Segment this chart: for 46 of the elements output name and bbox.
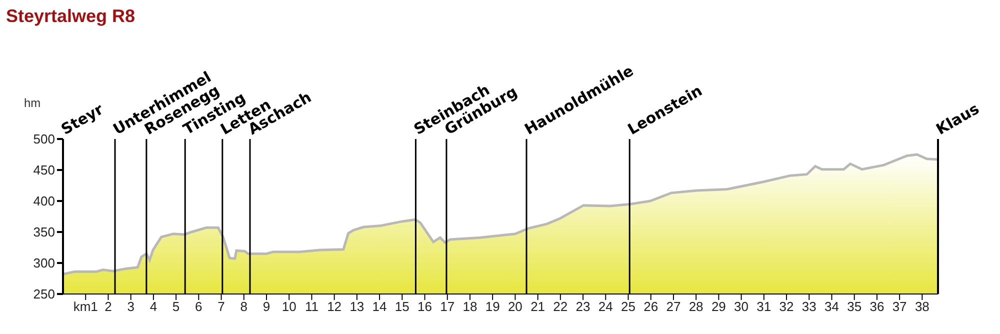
x-tick-label: 9 (262, 299, 270, 314)
x-tick-label: 15 (394, 299, 410, 314)
x-tick-label: 6 (195, 299, 202, 314)
x-tick-label: 2 (104, 299, 112, 314)
x-tick-label: 21 (530, 299, 546, 314)
x-tick-label: 5 (172, 299, 180, 314)
y-tick-label: 350 (33, 224, 55, 240)
x-tick-label: 28 (688, 299, 704, 314)
x-tick-label: 17 (440, 299, 455, 314)
x-tick-label: 27 (666, 299, 681, 314)
x-tick-label: 24 (598, 299, 613, 314)
x-tick-label: 35 (847, 299, 862, 314)
x-tick-label: 37 (892, 299, 907, 314)
x-tick-label: 8 (240, 299, 248, 314)
x-tick-label: 11 (304, 299, 318, 314)
x-tick-label: 32 (779, 299, 794, 314)
x-tick-label: 20 (508, 299, 522, 314)
x-tick-label: 36 (870, 299, 884, 314)
x-tick-label: 10 (282, 299, 296, 314)
x-tick-label: 22 (553, 299, 568, 314)
x-tick-label: 18 (462, 299, 478, 314)
x-tick-label: 31 (756, 299, 772, 314)
x-tick-label: km1 (73, 299, 98, 314)
x-tick-label: 25 (621, 299, 636, 314)
x-tick-label: 13 (350, 299, 364, 314)
chart-title: Steyrtalweg R8 (6, 6, 136, 27)
x-tick-label: 14 (372, 299, 387, 314)
y-tick-label: 450 (33, 162, 55, 178)
x-tick-label: 7 (218, 299, 225, 314)
y-axis-title: hm (24, 96, 41, 110)
y-tick-label: 400 (33, 194, 55, 209)
x-tick-label: 23 (576, 299, 590, 314)
x-tick-label: 3 (127, 299, 134, 314)
y-tick-label: 300 (33, 256, 55, 271)
x-tick-label: 29 (711, 299, 726, 314)
y-tick-label: 500 (33, 132, 55, 147)
x-tick-label: 38 (914, 299, 930, 314)
x-tick-label: 16 (418, 299, 432, 314)
x-tick-label: 34 (824, 299, 839, 314)
x-tick-label: 33 (802, 299, 816, 314)
x-tick-label: 4 (150, 299, 158, 314)
x-tick-label: 30 (734, 299, 749, 314)
x-tick-label: 12 (327, 299, 342, 314)
y-tick-label: 250 (33, 286, 55, 302)
x-tick-label: 19 (485, 299, 500, 314)
x-tick-label: 26 (644, 299, 658, 314)
